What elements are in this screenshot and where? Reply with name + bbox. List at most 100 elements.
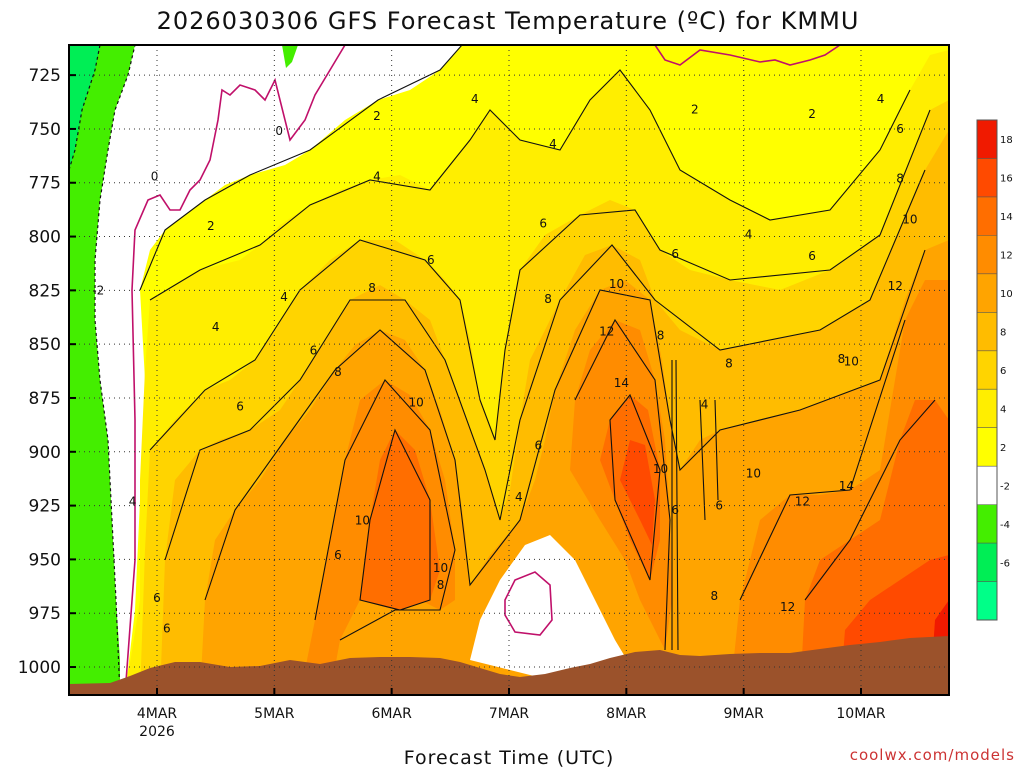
legend-swatch xyxy=(977,196,997,236)
contour-label: 6 xyxy=(671,247,679,261)
contour-12 xyxy=(314,318,906,651)
contour-4 xyxy=(149,69,911,301)
y-tick-label: 825 xyxy=(29,281,61,301)
band-cold-dome xyxy=(470,535,630,680)
contour-label: 0 xyxy=(151,169,159,183)
contour-label: 6 xyxy=(539,217,547,231)
legend-label: 14 xyxy=(1000,212,1013,223)
contour-label: 4 xyxy=(701,397,709,411)
contour-label: 6 xyxy=(671,503,679,517)
contour-8 xyxy=(164,169,926,561)
contour-label: 8 xyxy=(896,171,904,185)
x-tick-label: 7MAR xyxy=(489,706,530,722)
legend-label: 6 xyxy=(1000,366,1006,377)
contour-label: 10 xyxy=(408,395,423,409)
contour-label: 2 xyxy=(207,219,215,233)
contour-label: 12 xyxy=(795,494,810,508)
legend-swatch xyxy=(977,312,997,352)
contour-label: 12 xyxy=(599,324,614,338)
contour-label: 12 xyxy=(780,600,795,614)
contour-6 xyxy=(149,109,931,451)
contour-label: 10 xyxy=(746,466,761,480)
legend-swatch xyxy=(977,273,997,313)
contour-zero-dome xyxy=(504,571,553,636)
contour-label: 14 xyxy=(839,479,854,493)
legend-swatch xyxy=(977,504,997,544)
contour-label: 4 xyxy=(212,320,220,334)
legend-label: 2 xyxy=(1000,443,1006,454)
y-tick-label: 800 xyxy=(29,228,61,248)
legend-label: 4 xyxy=(1000,404,1006,415)
contour-label: 8 xyxy=(437,578,445,592)
contour-label: 6 xyxy=(808,249,816,263)
contour-label: 10 xyxy=(609,277,624,291)
legend-swatch xyxy=(977,235,997,275)
contour-label: 4 xyxy=(549,137,557,151)
terrain xyxy=(69,636,949,695)
legend-swatch xyxy=(977,427,997,467)
legend-frame xyxy=(976,119,998,621)
contour-label: 0 xyxy=(275,124,283,138)
color-legend: 18 16 14 12 10 8 6 4 2 -2 -4 -6 xyxy=(976,119,1013,621)
contour-label: 2 xyxy=(373,109,381,123)
contour-label: 10 xyxy=(902,212,917,226)
legend-label: -4 xyxy=(1000,520,1010,531)
contour-label: 6 xyxy=(334,548,342,562)
contour-minus4 xyxy=(69,45,101,171)
contour-label: 8 xyxy=(544,292,552,306)
contour-label: 10 xyxy=(355,514,370,528)
contour-label: 6 xyxy=(896,122,904,136)
y-tick-label: 975 xyxy=(29,604,61,624)
contour-label: 6 xyxy=(427,253,435,267)
contour-label: 4 xyxy=(373,169,381,183)
legend-swatch xyxy=(977,158,997,198)
y-tick-label: 775 xyxy=(29,174,61,194)
x-tick-label: 9MAR xyxy=(724,706,765,722)
gridlines xyxy=(69,45,949,695)
contour-zero-top xyxy=(654,45,841,66)
contour-zero-left xyxy=(124,45,346,695)
y-tick-label: 900 xyxy=(29,443,61,463)
contour-label: 8 xyxy=(657,329,665,343)
legend-label: 18 xyxy=(1000,135,1013,146)
contour-label: 4 xyxy=(471,92,479,106)
x-axis-label: Forecast Time (UTC) xyxy=(404,747,614,768)
x-axis: 4MAR 2026 5MAR 6MAR 7MAR 8MAR 9MAR 10MAR xyxy=(137,688,886,740)
contour-label: 14 xyxy=(614,376,629,390)
contour-label: 6 xyxy=(163,621,171,635)
legend-label: -6 xyxy=(1000,558,1010,569)
contour-label: 8 xyxy=(838,352,846,366)
contour-label: 4 xyxy=(515,490,523,504)
band-minus2-top xyxy=(282,45,298,68)
contour-label: 2 xyxy=(691,103,699,117)
x-tick-sublabel: 2026 xyxy=(139,724,175,740)
contour-10 xyxy=(204,249,926,601)
contour-14 xyxy=(359,393,936,611)
legend-swatch xyxy=(977,350,997,390)
y-tick-label: 725 xyxy=(29,66,61,86)
x-tick-label: 8MAR xyxy=(606,706,647,722)
legend-swatch xyxy=(977,120,997,159)
y-tick-label: 950 xyxy=(29,550,61,570)
legend-swatch xyxy=(977,581,997,621)
y-tick-label: 850 xyxy=(29,335,61,355)
contour-label: 10 xyxy=(653,462,668,476)
contour-label: 4 xyxy=(280,290,288,304)
contour-label: 6 xyxy=(153,591,161,605)
credit-text[interactable]: coolwx.com/models xyxy=(850,746,1015,764)
contour-label: 6 xyxy=(236,400,244,414)
contour-label: 8 xyxy=(368,281,376,295)
contour-label: 4 xyxy=(745,227,753,241)
contour-label: 12 xyxy=(888,279,903,293)
y-tick-label: 925 xyxy=(29,497,61,517)
band-minus2-left xyxy=(69,45,135,695)
contour-label: 4 xyxy=(129,494,137,508)
y-tick-label: 875 xyxy=(29,389,61,409)
y-axis: 725 750 775 800 825 850 875 900 925 950 975 1000 xyxy=(18,66,76,678)
legend-swatch xyxy=(977,543,997,583)
x-tick-label: 5MAR xyxy=(254,706,295,722)
x-tick-label: 4MAR xyxy=(137,706,178,722)
